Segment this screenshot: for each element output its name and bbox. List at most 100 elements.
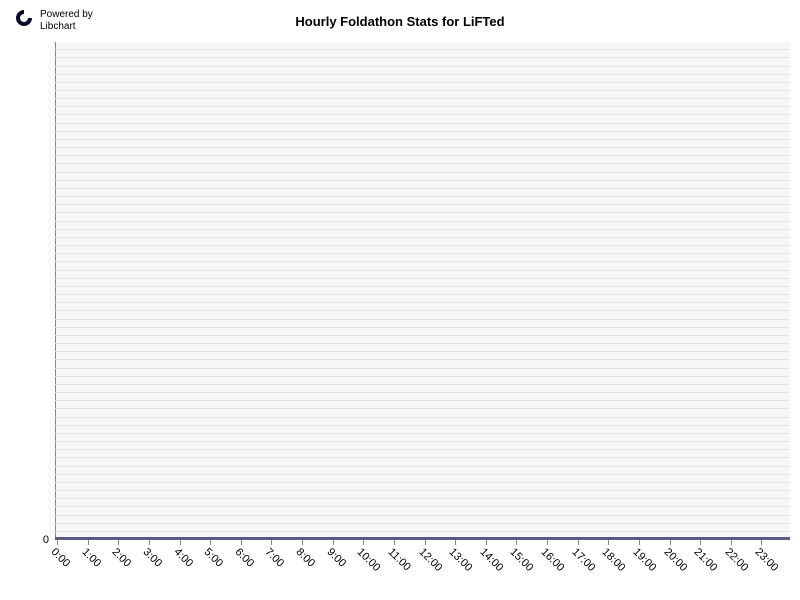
gridline — [55, 327, 790, 328]
x-tick: 6:00 — [241, 540, 242, 580]
x-tick-mark — [118, 540, 119, 545]
x-tick-mark — [761, 540, 762, 545]
x-tick: 15:00 — [516, 540, 517, 580]
x-tick-mark — [578, 540, 579, 545]
x-tick: 11:00 — [394, 540, 395, 580]
x-tick: 4:00 — [180, 540, 181, 580]
gridline — [55, 376, 790, 377]
gridline — [55, 351, 790, 352]
x-tick-label: 14:00 — [477, 546, 505, 574]
gridline — [55, 147, 790, 148]
gridline — [55, 474, 790, 475]
x-tick-label: 23:00 — [753, 546, 781, 574]
x-tick-mark — [639, 540, 640, 545]
gridline — [55, 98, 790, 99]
gridline — [55, 506, 790, 507]
x-tick-mark — [180, 540, 181, 545]
chart-plot-area: 00:001:002:003:004:005:006:007:008:009:0… — [55, 42, 790, 540]
x-tick-mark — [425, 540, 426, 545]
gridline — [55, 155, 790, 156]
gridline — [55, 221, 790, 222]
gridline — [55, 82, 790, 83]
x-tick: 9:00 — [333, 540, 334, 580]
gridline — [55, 261, 790, 262]
x-tick-mark — [547, 540, 548, 545]
x-tick-mark — [149, 540, 150, 545]
x-tick: 14:00 — [486, 540, 487, 580]
gridline — [55, 237, 790, 238]
gridline — [55, 49, 790, 50]
gridline — [55, 400, 790, 401]
gridline — [55, 466, 790, 467]
gridline — [55, 74, 790, 75]
gridline — [55, 270, 790, 271]
x-tick-mark — [516, 540, 517, 545]
y-tick-label: 0 — [43, 534, 49, 546]
gridline — [55, 523, 790, 524]
x-tick: 17:00 — [578, 540, 579, 580]
x-tick-mark — [363, 540, 364, 545]
gridline — [55, 66, 790, 67]
gridline — [55, 408, 790, 409]
x-tick-mark — [731, 540, 732, 545]
gridline — [55, 335, 790, 336]
x-tick-mark — [455, 540, 456, 545]
gridline — [55, 302, 790, 303]
x-tick-mark — [394, 540, 395, 545]
x-tick-label: 19:00 — [630, 546, 658, 574]
x-tick: 16:00 — [547, 540, 548, 580]
x-tick-label: 1:00 — [79, 546, 103, 570]
x-tick-label: 9:00 — [324, 546, 348, 570]
x-tick: 7:00 — [271, 540, 272, 580]
x-tick: 13:00 — [455, 540, 456, 580]
gridline — [55, 57, 790, 58]
x-tick-label: 20:00 — [661, 546, 689, 574]
gridline — [55, 498, 790, 499]
x-tick-mark — [302, 540, 303, 545]
x-tick-mark — [486, 540, 487, 545]
x-tick-label: 10:00 — [355, 546, 383, 574]
x-tick-mark — [670, 540, 671, 545]
gridline — [55, 294, 790, 295]
x-tick: 0:00 — [57, 540, 58, 580]
gridline — [55, 180, 790, 181]
gridline — [55, 196, 790, 197]
x-tick: 19:00 — [639, 540, 640, 580]
gridline — [55, 433, 790, 434]
x-tick-mark — [271, 540, 272, 545]
x-tick: 5:00 — [210, 540, 211, 580]
gridline — [55, 319, 790, 320]
gridline — [55, 343, 790, 344]
x-tick: 21:00 — [700, 540, 701, 580]
x-tick: 20:00 — [670, 540, 671, 580]
x-tick: 1:00 — [88, 540, 89, 580]
x-tick-mark — [88, 540, 89, 545]
gridline — [55, 392, 790, 393]
x-tick: 8:00 — [302, 540, 303, 580]
x-tick: 2:00 — [118, 540, 119, 580]
gridline — [55, 90, 790, 91]
x-tick: 12:00 — [425, 540, 426, 580]
gridline — [55, 482, 790, 483]
gridline — [55, 417, 790, 418]
x-tick-mark — [57, 540, 58, 545]
gridline — [55, 515, 790, 516]
gridline — [55, 490, 790, 491]
gridline — [55, 253, 790, 254]
gridline — [55, 310, 790, 311]
x-tick-mark — [333, 540, 334, 545]
gridline — [55, 131, 790, 132]
x-tick-label: 6:00 — [232, 546, 256, 570]
x-tick-label: 13:00 — [447, 546, 475, 574]
gridline — [55, 212, 790, 213]
gridline — [55, 278, 790, 279]
gridline — [55, 163, 790, 164]
gridline — [55, 229, 790, 230]
gridline — [55, 245, 790, 246]
gridline — [55, 106, 790, 107]
x-tick: 18:00 — [608, 540, 609, 580]
gridline — [55, 384, 790, 385]
gridline — [55, 172, 790, 173]
gridline — [55, 441, 790, 442]
x-tick-label: 12:00 — [416, 546, 444, 574]
